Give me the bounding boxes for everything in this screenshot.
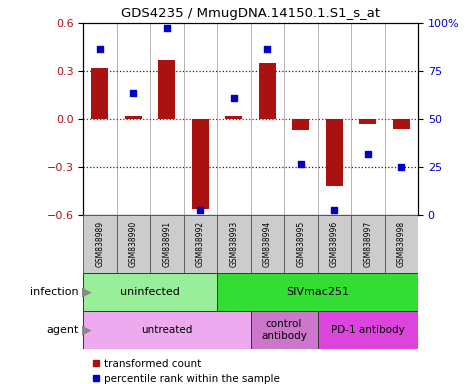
Text: GSM838994: GSM838994: [263, 221, 272, 267]
Bar: [159, 60, 175, 119]
Bar: [251, 311, 317, 349]
Text: GSM838997: GSM838997: [363, 221, 372, 267]
Bar: [83, 215, 117, 273]
Bar: [317, 215, 351, 273]
Text: GSM838991: GSM838991: [162, 221, 171, 267]
Bar: [317, 311, 418, 349]
Bar: [284, 215, 318, 273]
Bar: [385, 215, 418, 273]
Bar: [226, 116, 242, 119]
Point: [364, 151, 371, 157]
Text: GSM838995: GSM838995: [296, 221, 305, 267]
Text: PD-1 antibody: PD-1 antibody: [331, 325, 405, 335]
Text: agent: agent: [46, 325, 78, 335]
Text: GSM838996: GSM838996: [330, 221, 339, 267]
Bar: [83, 311, 251, 349]
Text: GSM838990: GSM838990: [129, 221, 138, 267]
Point: [163, 25, 171, 31]
Bar: [217, 215, 251, 273]
Bar: [217, 273, 418, 311]
Point: [331, 207, 338, 214]
Legend: transformed count, percentile rank within the sample: transformed count, percentile rank withi…: [88, 355, 284, 384]
Text: control
antibody: control antibody: [261, 319, 307, 341]
Text: ▶: ▶: [82, 324, 92, 337]
Bar: [393, 119, 409, 129]
Point: [130, 90, 137, 96]
Text: GSM838998: GSM838998: [397, 221, 406, 267]
Bar: [125, 116, 142, 119]
Text: SIVmac251: SIVmac251: [286, 287, 349, 297]
Point: [297, 161, 304, 167]
Bar: [92, 68, 108, 119]
Title: GDS4235 / MmugDNA.14150.1.S1_s_at: GDS4235 / MmugDNA.14150.1.S1_s_at: [121, 7, 380, 20]
Bar: [83, 273, 217, 311]
Point: [230, 95, 238, 101]
Text: GSM838993: GSM838993: [229, 221, 238, 267]
Text: ▶: ▶: [82, 285, 92, 298]
Bar: [192, 119, 209, 209]
Bar: [251, 215, 284, 273]
Text: infection: infection: [30, 287, 78, 297]
Bar: [351, 215, 385, 273]
Point: [398, 164, 405, 170]
Text: uninfected: uninfected: [120, 287, 180, 297]
Point: [197, 207, 204, 214]
Bar: [293, 119, 309, 130]
Bar: [360, 119, 376, 124]
Text: GSM838992: GSM838992: [196, 221, 205, 267]
Bar: [259, 63, 275, 119]
Text: untreated: untreated: [141, 325, 192, 335]
Bar: [117, 215, 150, 273]
Point: [96, 46, 104, 52]
Point: [264, 46, 271, 52]
Bar: [326, 119, 342, 186]
Text: GSM838989: GSM838989: [95, 221, 104, 267]
Bar: [150, 215, 184, 273]
Bar: [184, 215, 217, 273]
